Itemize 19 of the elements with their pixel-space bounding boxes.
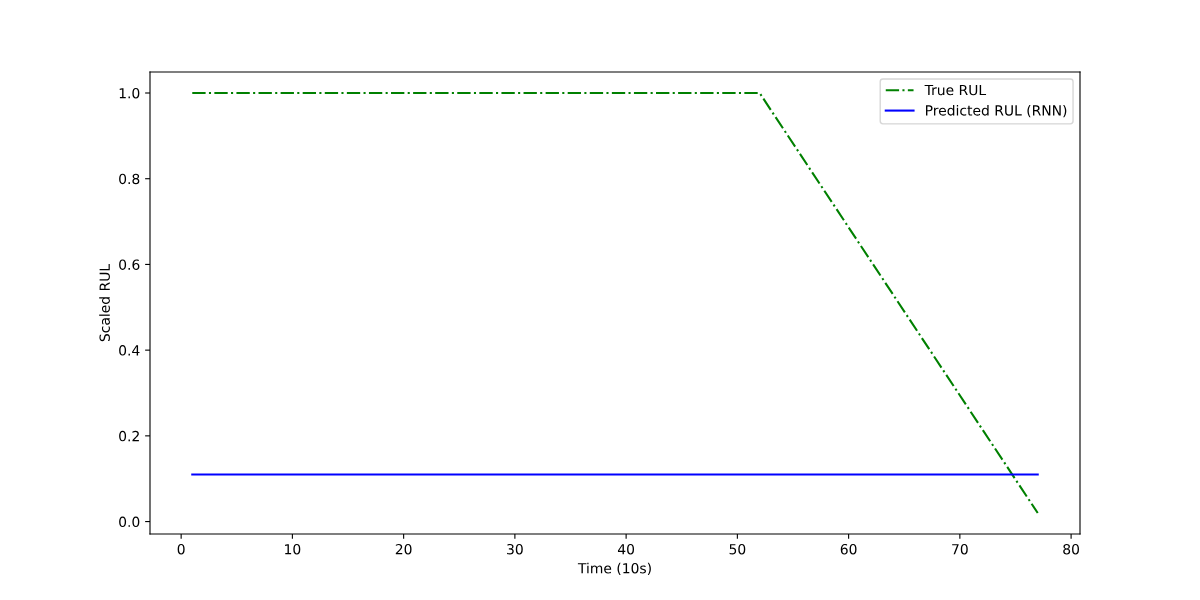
x-tick-label: 30: [507, 543, 523, 555]
x-tick-label: 80: [1063, 543, 1080, 555]
y-tick-label: 1.0: [119, 87, 140, 99]
y-tick-label: 0.0: [119, 516, 140, 528]
y-tick-label: 0.6: [119, 259, 140, 270]
x-tick-label: 0: [177, 543, 185, 555]
legend-label: True RUL: [924, 84, 987, 96]
y-tick-label: 0.8: [119, 173, 140, 185]
x-tick-label: 70: [952, 543, 968, 555]
x-axis-title: Time (10s): [577, 562, 651, 576]
y-tick-label: 0.4: [119, 345, 140, 356]
x-tick-label: 20: [395, 543, 412, 555]
y-axis-title: Scaled RUL: [99, 264, 110, 342]
x-tick-label: 10: [285, 543, 301, 555]
x-tick-label: 60: [840, 543, 857, 555]
y-tick-label: 0.2: [119, 430, 139, 442]
x-tick-label: 40: [617, 543, 635, 555]
x-tick-label: 50: [729, 543, 746, 555]
legend-label: Predicted RUL (RNN): [926, 104, 1067, 118]
